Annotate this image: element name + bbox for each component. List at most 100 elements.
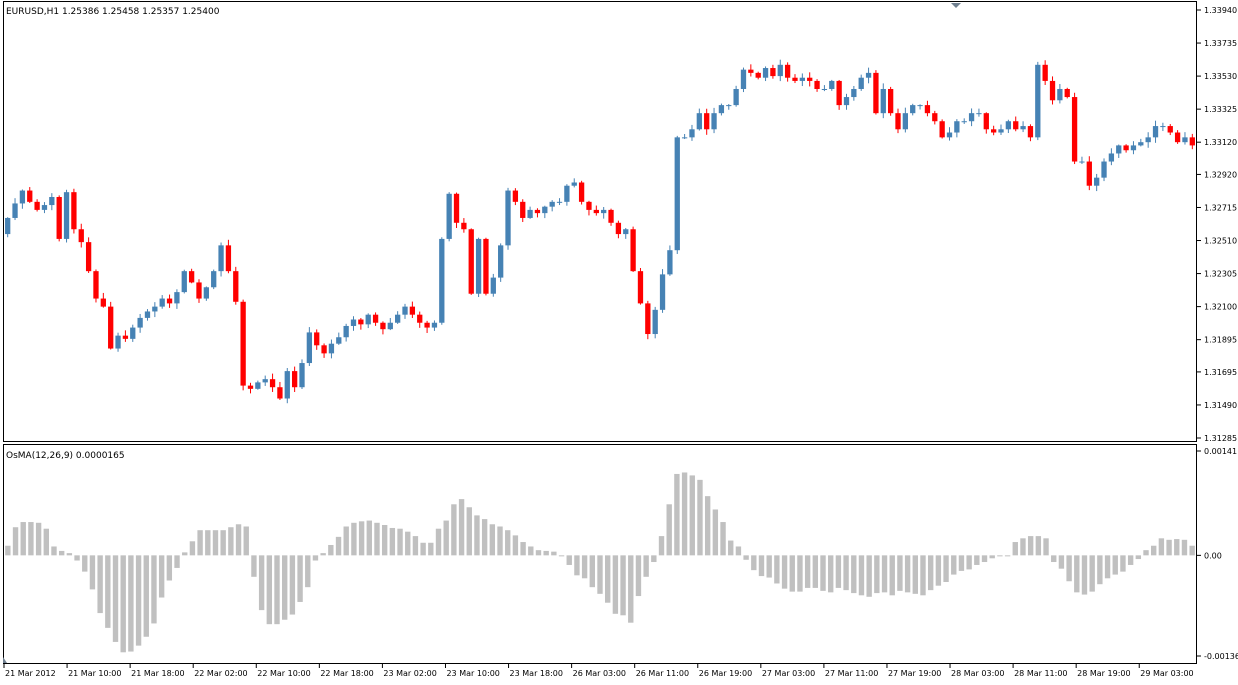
candle-body (704, 113, 710, 130)
candle-body (939, 121, 945, 138)
osma-bar (851, 555, 857, 594)
osma-bar (566, 555, 572, 565)
osma-bar (328, 544, 334, 556)
osma-bar (174, 555, 180, 568)
candle-body (424, 322, 430, 328)
candle-body (718, 105, 725, 114)
osma-bar (828, 555, 834, 593)
candle-body (63, 192, 70, 239)
osma-bar (735, 546, 742, 556)
osma-bar (1112, 555, 1118, 575)
osma-bar (858, 555, 865, 596)
price-tick-label: 1.33120 (1204, 138, 1237, 147)
candle-body (932, 113, 938, 122)
candle-body (1145, 137, 1151, 143)
candle-body (159, 298, 165, 307)
osma-bar (935, 555, 942, 586)
candle-body (917, 105, 923, 107)
candle-body (578, 182, 585, 202)
candle-body (652, 309, 658, 335)
osma-bar (728, 540, 734, 556)
candle-body (843, 97, 850, 106)
candle-body (1138, 142, 1144, 146)
osma-bar (212, 530, 219, 556)
candle-body (726, 105, 732, 107)
candle-body (1020, 126, 1026, 130)
osma-bar (558, 555, 565, 557)
osma-bar (228, 527, 234, 556)
candle-body (395, 314, 401, 323)
candle-body (527, 209, 533, 218)
price-tick-label: 1.33325 (1204, 105, 1237, 114)
candle-body (402, 306, 408, 315)
osma-bar (435, 528, 442, 556)
osma-bar (520, 542, 526, 556)
candle-body (314, 332, 320, 346)
candle-body (762, 68, 769, 78)
osma-bar (643, 555, 649, 577)
osma-bar (89, 555, 96, 590)
osma-bar (1189, 545, 1195, 556)
osma-bar (143, 555, 149, 637)
time-tick-label: 21 Mar 10:00 (68, 669, 121, 678)
osma-bar (1004, 555, 1011, 557)
time-tick-label: 22 Mar 10:00 (257, 669, 310, 678)
osma-bar (20, 522, 26, 556)
osma-bar (105, 555, 111, 628)
candle-body (409, 306, 416, 315)
osma-bar (912, 555, 918, 594)
osma-bar (358, 521, 365, 556)
osma-tick-label: -0.00136 (1204, 652, 1238, 661)
candle-body (689, 129, 695, 138)
candle-body (166, 298, 173, 304)
osma-bar (258, 555, 265, 611)
candle-body (1013, 121, 1019, 130)
time-tick-label: 26 Mar 03:00 (573, 669, 626, 678)
candle-body (1086, 161, 1092, 186)
candle-body (174, 292, 180, 304)
candle-body (85, 242, 92, 272)
osma-bar (489, 524, 496, 556)
osma-bar (897, 555, 903, 591)
osma-bar (1066, 555, 1072, 582)
osma-bar (797, 555, 803, 592)
osma-bar (881, 555, 888, 593)
candle-body (814, 80, 820, 89)
osma-bar (274, 555, 280, 625)
candle-body (1079, 161, 1085, 163)
candle-body (5, 217, 11, 235)
chart-shift-marker-icon[interactable] (951, 3, 961, 8)
osma-bar (1012, 542, 1018, 556)
candle-body (858, 77, 864, 89)
osma-bar (282, 555, 288, 620)
candle-body (196, 282, 202, 299)
candle-body (93, 271, 99, 299)
osma-bar (297, 555, 303, 602)
time-tick-label: 22 Mar 02:00 (194, 669, 247, 678)
osma-bar (866, 555, 872, 597)
osma-pane-header: OsMA(12,26,9) 0.0000165 (6, 451, 125, 461)
osma-bar (74, 555, 80, 561)
price-tick-label: 1.33530 (1204, 72, 1237, 81)
osma-bar (512, 535, 519, 556)
osma-bar (135, 555, 142, 646)
osma-bar (28, 522, 34, 556)
osma-bar (197, 530, 203, 556)
candle-body (1123, 145, 1129, 151)
candle-body (755, 72, 761, 78)
candle-body (255, 382, 261, 389)
candle-body (792, 77, 798, 81)
osma-bar (166, 555, 173, 581)
candle-body (188, 271, 195, 283)
osma-bar (766, 555, 772, 578)
candle-body (19, 190, 26, 204)
candle-body (41, 205, 48, 210)
candle-body (637, 271, 644, 304)
candle-body (115, 335, 121, 349)
osma-bar (997, 555, 1003, 557)
osma-bar (320, 553, 326, 556)
time-axis: 21 Mar 2012 21 Mar 10:00 21 Mar 18:00 22 Ma… (3, 664, 1194, 678)
osma-bar (97, 555, 103, 614)
candle-body (284, 371, 290, 399)
